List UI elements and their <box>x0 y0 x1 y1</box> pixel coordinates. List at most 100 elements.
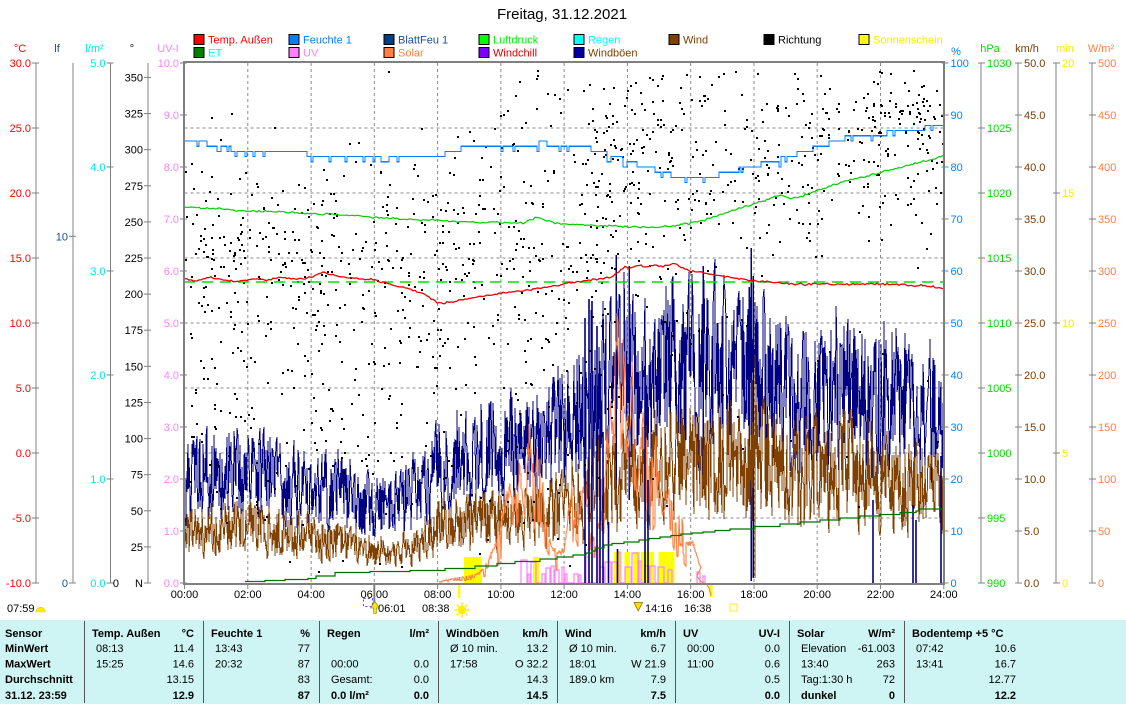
svg-text:Wind: Wind <box>683 35 708 47</box>
svg-text:00:00: 00:00 <box>687 643 715 655</box>
svg-text:0.6: 0.6 <box>765 659 780 671</box>
svg-text:l/m²: l/m² <box>409 628 429 640</box>
svg-text:500: 500 <box>1098 58 1116 70</box>
svg-text:0.5: 0.5 <box>765 674 780 686</box>
svg-text:50.0: 50.0 <box>1024 58 1045 70</box>
svg-text:25: 25 <box>131 542 143 554</box>
svg-text:250: 250 <box>125 217 143 229</box>
svg-text:1015: 1015 <box>987 253 1011 265</box>
svg-text:225: 225 <box>125 253 143 265</box>
svg-text:W/m²: W/m² <box>868 628 895 640</box>
svg-text:5.0: 5.0 <box>164 318 179 330</box>
svg-text:1000: 1000 <box>987 448 1011 460</box>
svg-text:5.0: 5.0 <box>90 58 105 70</box>
svg-text:8.0: 8.0 <box>164 162 179 174</box>
svg-text:dunkel: dunkel <box>801 690 836 702</box>
svg-text:1010: 1010 <box>987 318 1011 330</box>
svg-text:200: 200 <box>1098 370 1116 382</box>
svg-text:4.0: 4.0 <box>164 370 179 382</box>
svg-text:08:00: 08:00 <box>424 589 452 601</box>
svg-text:2.0: 2.0 <box>90 370 105 382</box>
svg-text:150: 150 <box>125 361 143 373</box>
svg-text:995: 995 <box>987 513 1005 525</box>
svg-text:17:58: 17:58 <box>450 659 478 671</box>
svg-text:16:38: 16:38 <box>684 603 712 615</box>
svg-text:15.0: 15.0 <box>1024 422 1045 434</box>
svg-text:300: 300 <box>1098 266 1116 278</box>
svg-text:Regen: Regen <box>327 628 361 640</box>
svg-text:UV-I: UV-I <box>157 43 178 55</box>
svg-text:UV: UV <box>303 48 319 60</box>
svg-text:13:41: 13:41 <box>916 659 944 671</box>
svg-text:UV-I: UV-I <box>759 628 780 640</box>
svg-text:lf: lf <box>54 43 60 55</box>
svg-text:200: 200 <box>125 289 143 301</box>
svg-text:Wind: Wind <box>565 628 592 640</box>
svg-text:0.0: 0.0 <box>1024 578 1039 590</box>
svg-text:16:00: 16:00 <box>677 589 705 601</box>
svg-text:Sensor: Sensor <box>5 628 43 640</box>
svg-text:100: 100 <box>951 58 969 70</box>
svg-text:400: 400 <box>1098 162 1116 174</box>
svg-text:5: 5 <box>1062 448 1068 460</box>
svg-text:80: 80 <box>951 162 963 174</box>
svg-text:10.0: 10.0 <box>10 318 31 330</box>
svg-text:0: 0 <box>1062 578 1068 590</box>
svg-text:35.0: 35.0 <box>1024 214 1045 226</box>
svg-text:7.0: 7.0 <box>164 214 179 226</box>
svg-text:MaxWert: MaxWert <box>5 659 51 671</box>
svg-text:325: 325 <box>125 109 143 121</box>
svg-text:1.0: 1.0 <box>164 526 179 538</box>
svg-text:0.0: 0.0 <box>765 643 780 655</box>
svg-text:Bodentemp +5 °C: Bodentemp +5 °C <box>912 628 1004 640</box>
svg-text:275: 275 <box>125 181 143 193</box>
svg-text:°: ° <box>130 43 134 55</box>
svg-text:1020: 1020 <box>987 188 1011 200</box>
svg-text:20.0: 20.0 <box>1024 370 1045 382</box>
svg-text:5.0: 5.0 <box>1024 526 1039 538</box>
svg-text:150: 150 <box>1098 422 1116 434</box>
svg-text:20.0: 20.0 <box>10 188 31 200</box>
svg-text:24:00: 24:00 <box>930 589 958 601</box>
svg-text:1025: 1025 <box>987 123 1011 135</box>
svg-text:Tag:1:30 h: Tag:1:30 h <box>801 674 852 686</box>
svg-text:°C: °C <box>14 43 26 55</box>
svg-text:1005: 1005 <box>987 383 1011 395</box>
svg-text:UV: UV <box>683 628 699 640</box>
svg-text:30: 30 <box>951 422 963 434</box>
svg-text:14:00: 14:00 <box>614 589 642 601</box>
svg-text:22:00: 22:00 <box>867 589 895 601</box>
svg-text:70: 70 <box>951 214 963 226</box>
svg-text:87: 87 <box>298 690 310 702</box>
svg-text:4.0: 4.0 <box>90 162 105 174</box>
svg-text:30.0: 30.0 <box>1024 266 1045 278</box>
svg-text:6.7: 6.7 <box>651 643 666 655</box>
svg-text:Elevation: Elevation <box>801 643 846 655</box>
svg-text:5.0: 5.0 <box>16 383 31 395</box>
svg-text:13.15: 13.15 <box>166 674 194 686</box>
svg-text:83: 83 <box>298 674 310 686</box>
svg-text:10: 10 <box>951 526 963 538</box>
svg-text:0.0: 0.0 <box>90 578 105 590</box>
svg-text:km/h: km/h <box>640 628 666 640</box>
svg-text:12.77: 12.77 <box>988 674 1016 686</box>
svg-text:11:00: 11:00 <box>687 659 714 671</box>
svg-text:W/m²: W/m² <box>1088 43 1115 55</box>
svg-text:40.0: 40.0 <box>1024 162 1045 174</box>
svg-text:25.0: 25.0 <box>10 123 31 135</box>
svg-text:Feuchte 1: Feuchte 1 <box>211 628 262 640</box>
svg-text:0: 0 <box>62 578 68 590</box>
svg-text:14.6: 14.6 <box>173 659 194 671</box>
svg-text:Temp. Außen: Temp. Außen <box>208 35 273 47</box>
svg-text:10.6: 10.6 <box>995 643 1016 655</box>
svg-text:%: % <box>300 628 310 640</box>
svg-text:14:16: 14:16 <box>645 603 673 615</box>
svg-text:450: 450 <box>1098 110 1116 122</box>
svg-text:10: 10 <box>1062 318 1074 330</box>
svg-text:50: 50 <box>951 318 963 330</box>
svg-text:Ø 10 min.: Ø 10 min. <box>569 643 617 655</box>
svg-text:W 21.9: W 21.9 <box>631 659 666 671</box>
svg-text:Feuchte 1: Feuchte 1 <box>303 35 352 47</box>
svg-text:0: 0 <box>889 690 895 702</box>
svg-text:Durchschnitt: Durchschnitt <box>5 674 73 686</box>
